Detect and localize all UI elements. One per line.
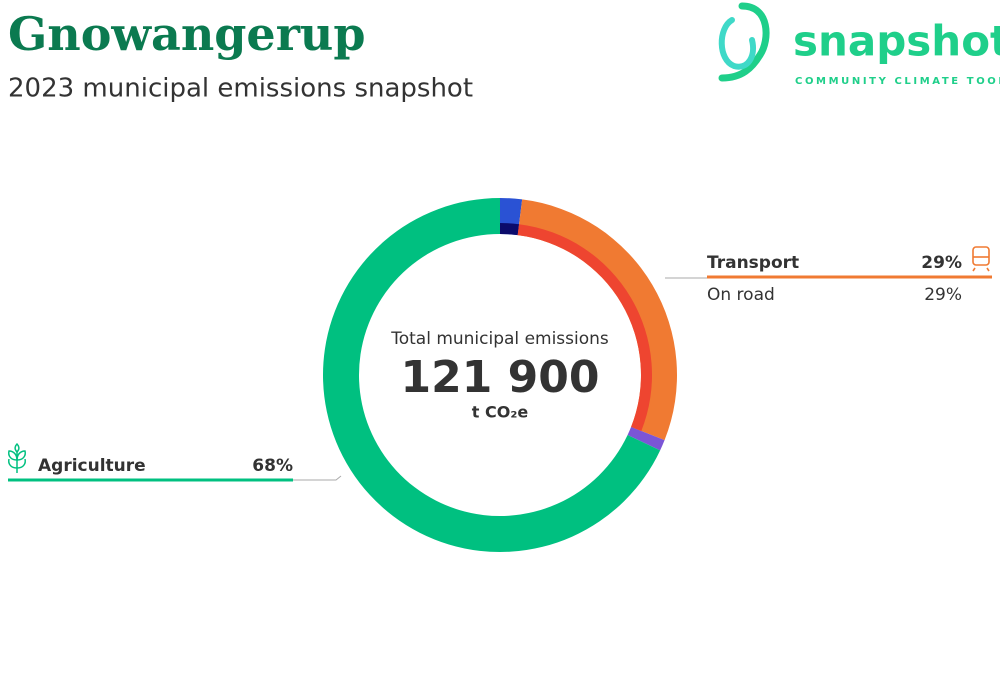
- leader-line: [293, 475, 342, 481]
- unit: t CO₂e: [472, 403, 529, 422]
- value-label: 29%: [921, 253, 962, 273]
- logo-tagline: COMMUNITY CLIMATE TOOL: [795, 76, 1000, 87]
- donut-segment: [500, 223, 520, 236]
- value-label: 68%: [252, 456, 293, 476]
- logo-mark: [718, 2, 770, 82]
- center-title: Total municipal emissions: [390, 329, 609, 349]
- total: 121 900: [400, 352, 599, 403]
- value-label: 29%: [924, 285, 962, 305]
- category-label: On road: [707, 285, 775, 305]
- donut-segment: [517, 199, 677, 441]
- subtitle: 2023 municipal emissions snapshot: [8, 74, 473, 104]
- logo: snapshot COMMUNITY CLIMATE TOOL: [718, 2, 1000, 87]
- donut-segment: [517, 224, 652, 431]
- logo-mark: [718, 17, 756, 70]
- category-label: Transport: [707, 253, 799, 273]
- transport-icon: [972, 246, 990, 272]
- agriculture-icon: [8, 442, 26, 473]
- donut-segment: [627, 426, 665, 451]
- donut: [322, 198, 677, 552]
- title: Gnowangerup: [8, 7, 366, 61]
- logo-name: snapshot: [793, 17, 1000, 66]
- category-label: Agriculture: [38, 456, 146, 476]
